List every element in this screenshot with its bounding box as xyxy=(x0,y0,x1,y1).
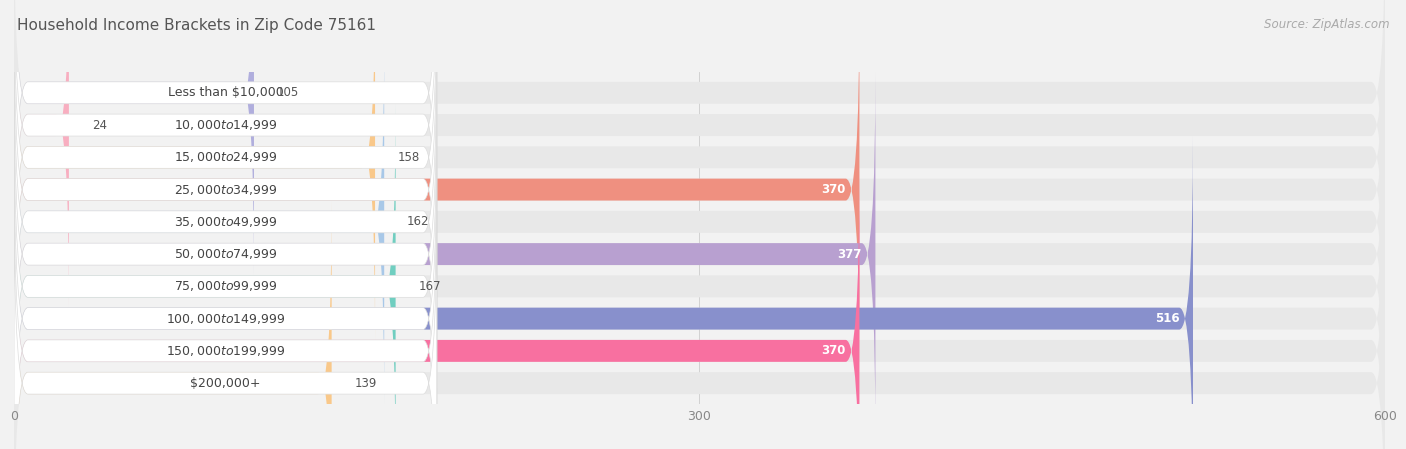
FancyBboxPatch shape xyxy=(14,168,437,449)
FancyBboxPatch shape xyxy=(14,7,1385,372)
Text: 105: 105 xyxy=(277,86,299,99)
Text: 377: 377 xyxy=(838,247,862,260)
FancyBboxPatch shape xyxy=(14,104,395,449)
FancyBboxPatch shape xyxy=(14,0,254,275)
Text: 370: 370 xyxy=(821,344,846,357)
FancyBboxPatch shape xyxy=(14,136,437,449)
FancyBboxPatch shape xyxy=(14,201,332,449)
Text: $10,000 to $14,999: $10,000 to $14,999 xyxy=(174,118,277,132)
Text: 167: 167 xyxy=(419,280,441,293)
FancyBboxPatch shape xyxy=(14,168,1385,449)
Text: 24: 24 xyxy=(91,119,107,132)
FancyBboxPatch shape xyxy=(14,0,69,308)
FancyBboxPatch shape xyxy=(14,0,1385,275)
FancyBboxPatch shape xyxy=(14,71,876,437)
FancyBboxPatch shape xyxy=(14,71,437,437)
Text: 370: 370 xyxy=(821,183,846,196)
FancyBboxPatch shape xyxy=(14,104,1385,449)
FancyBboxPatch shape xyxy=(14,0,437,308)
FancyBboxPatch shape xyxy=(14,168,859,449)
FancyBboxPatch shape xyxy=(14,0,437,340)
FancyBboxPatch shape xyxy=(14,7,859,372)
FancyBboxPatch shape xyxy=(14,136,1385,449)
Text: 158: 158 xyxy=(398,151,420,164)
Text: 162: 162 xyxy=(408,216,430,229)
FancyBboxPatch shape xyxy=(14,201,1385,449)
FancyBboxPatch shape xyxy=(14,71,1385,437)
Text: 516: 516 xyxy=(1154,312,1180,325)
FancyBboxPatch shape xyxy=(14,0,437,275)
FancyBboxPatch shape xyxy=(14,201,437,449)
Text: $35,000 to $49,999: $35,000 to $49,999 xyxy=(174,215,277,229)
FancyBboxPatch shape xyxy=(14,7,437,372)
Text: Source: ZipAtlas.com: Source: ZipAtlas.com xyxy=(1264,18,1389,31)
Text: $150,000 to $199,999: $150,000 to $199,999 xyxy=(166,344,285,358)
FancyBboxPatch shape xyxy=(14,0,1385,340)
FancyBboxPatch shape xyxy=(14,39,384,405)
Text: Less than $10,000: Less than $10,000 xyxy=(167,86,283,99)
Text: $200,000+: $200,000+ xyxy=(190,377,260,390)
Text: $25,000 to $34,999: $25,000 to $34,999 xyxy=(174,183,277,197)
FancyBboxPatch shape xyxy=(14,136,1192,449)
Text: $50,000 to $74,999: $50,000 to $74,999 xyxy=(174,247,277,261)
FancyBboxPatch shape xyxy=(14,0,1385,308)
Text: $100,000 to $149,999: $100,000 to $149,999 xyxy=(166,312,285,326)
FancyBboxPatch shape xyxy=(14,0,375,340)
Text: 139: 139 xyxy=(354,377,377,390)
Text: $15,000 to $24,999: $15,000 to $24,999 xyxy=(174,150,277,164)
FancyBboxPatch shape xyxy=(14,39,1385,405)
FancyBboxPatch shape xyxy=(14,39,437,405)
FancyBboxPatch shape xyxy=(14,104,437,449)
Text: Household Income Brackets in Zip Code 75161: Household Income Brackets in Zip Code 75… xyxy=(17,18,375,33)
Text: $75,000 to $99,999: $75,000 to $99,999 xyxy=(174,279,277,293)
